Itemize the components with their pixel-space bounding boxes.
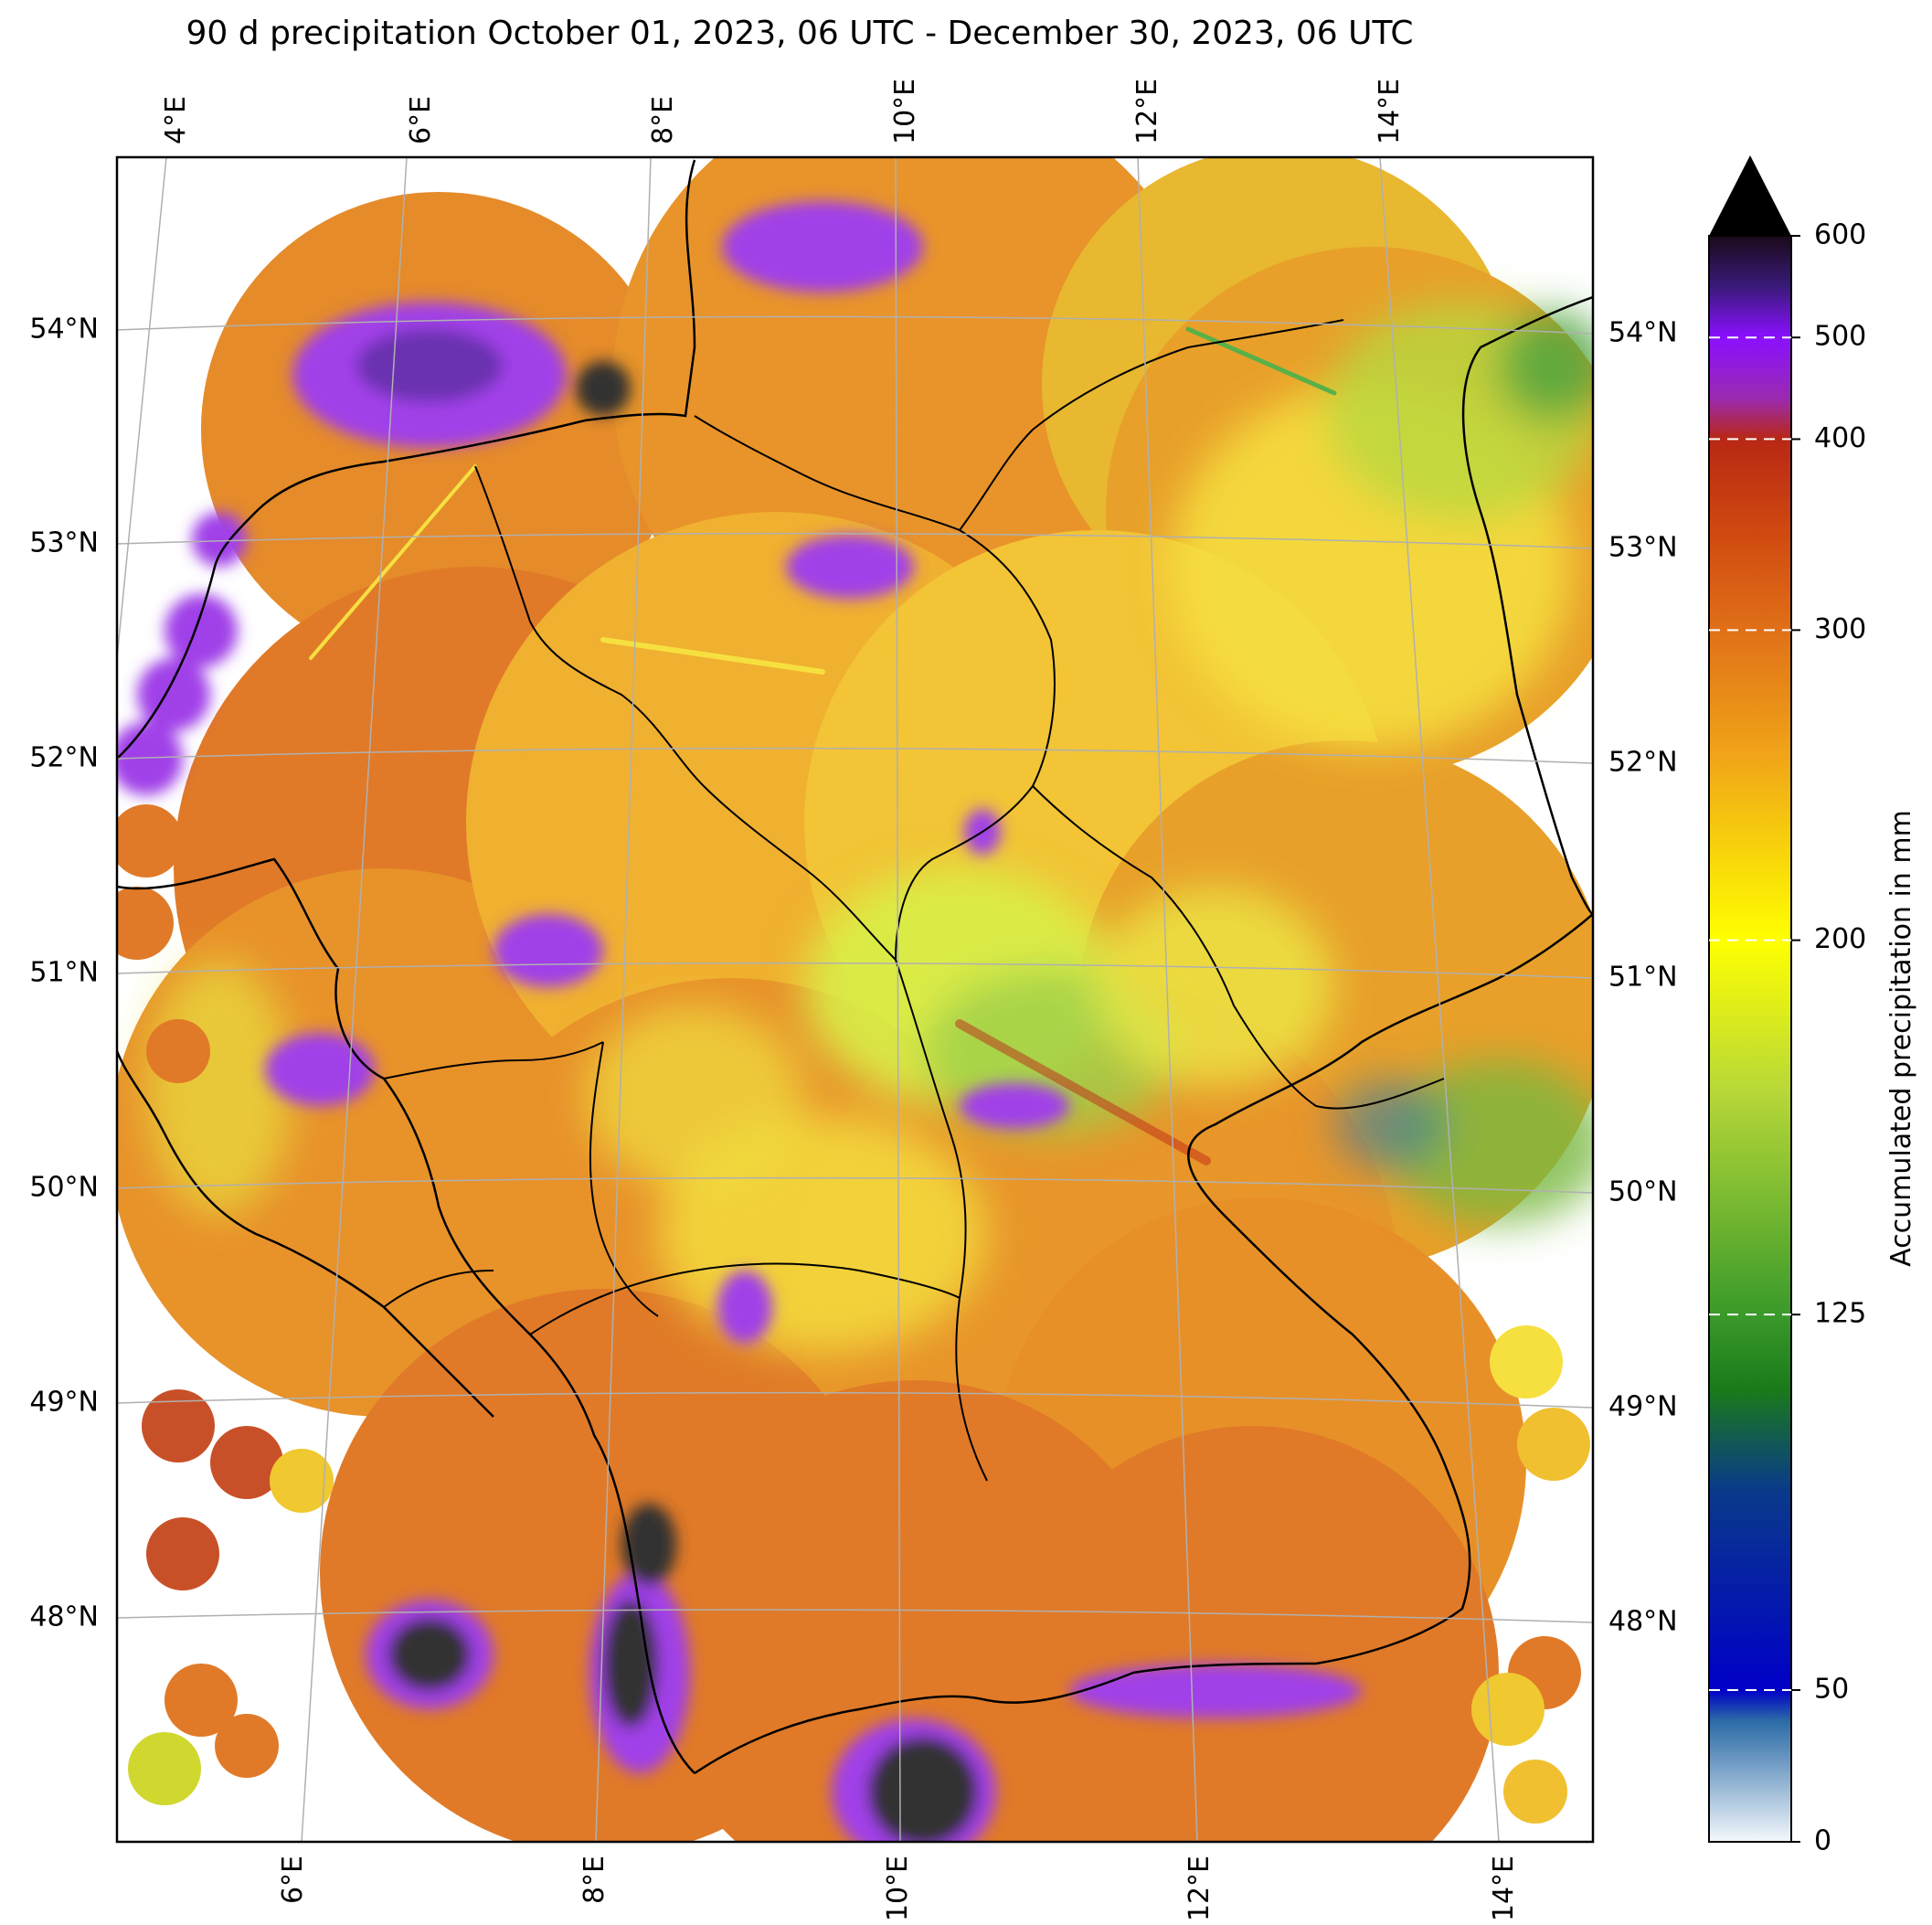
- country-borders: [117, 159, 1593, 1775]
- precipitation-field: [117, 157, 1593, 1842]
- right-lat-label: 52°N: [1608, 747, 1678, 779]
- bottom-lon-label: 12°E: [1184, 1856, 1215, 1921]
- colorbar-tick-label: 200: [1814, 923, 1866, 955]
- colorbar-tick-label: 0: [1814, 1825, 1831, 1857]
- colorbar-bar: [1708, 235, 1792, 1843]
- graticule: [117, 157, 1593, 1842]
- wet-zones: [117, 201, 1362, 1842]
- right-lat-label: 53°N: [1608, 532, 1678, 564]
- bottom-lon-label: 8°E: [579, 1856, 610, 1904]
- dry-zones: [146, 302, 1593, 1353]
- colorbar-tick-label: 600: [1814, 219, 1866, 251]
- right-lat-label: 51°N: [1608, 962, 1678, 994]
- top-longitude-labels: 4°E 6°E 8°E 10°E 12°E 14°E: [160, 79, 1406, 144]
- colorbar-extend-arrow: [1709, 155, 1791, 236]
- left-lat-label: 48°N: [29, 1601, 99, 1633]
- top-lon-label: 12°E: [1131, 79, 1163, 144]
- map-frame: [115, 155, 1595, 1844]
- top-lon-label: 8°E: [647, 96, 679, 144]
- state-borders: [383, 319, 1445, 1482]
- colorbar: 0 50 125 200 300 400 500 600 Accumulated precip…: [1708, 155, 1917, 1857]
- isolated-radar-circles: [117, 804, 1590, 1824]
- colorbar-tick-label: 400: [1814, 422, 1866, 454]
- right-lat-label: 49°N: [1608, 1391, 1678, 1423]
- left-lat-label: 53°N: [29, 527, 99, 559]
- bottom-longitude-labels: 6°E 8°E 10°E 12°E 14°E: [277, 1856, 1520, 1921]
- map-title: 90 d precipitation October 01, 2023, 06 …: [186, 15, 1414, 52]
- bottom-lon-label: 10°E: [882, 1856, 914, 1921]
- colorbar-tick-label: 50: [1814, 1673, 1849, 1705]
- left-lat-label: 52°N: [29, 742, 99, 774]
- left-lat-label: 54°N: [29, 314, 99, 346]
- colorbar-label: Accumulated precipitation in mm: [1885, 810, 1917, 1267]
- right-latitude-labels: 54°N 53°N 52°N 51°N 50°N 49°N 48°N: [1608, 317, 1678, 1638]
- left-latitude-labels: 54°N 53°N 52°N 51°N 50°N 49°N 48°N: [29, 314, 99, 1633]
- bottom-lon-label: 6°E: [277, 1856, 309, 1904]
- colorbar-tick-label: 500: [1814, 321, 1866, 353]
- right-lat-label: 50°N: [1608, 1176, 1678, 1208]
- right-lat-label: 54°N: [1608, 317, 1678, 349]
- right-lat-label: 48°N: [1608, 1606, 1678, 1638]
- left-lat-label: 50°N: [29, 1172, 99, 1204]
- colorbar-ticks: 0 50 125 200 300 400 500 600: [1709, 219, 1866, 1857]
- left-lat-label: 49°N: [29, 1387, 99, 1419]
- top-lon-label: 6°E: [405, 96, 437, 144]
- top-lon-label: 10°E: [889, 79, 921, 144]
- colorbar-tick-label: 125: [1814, 1298, 1866, 1330]
- top-lon-label: 14°E: [1374, 79, 1406, 144]
- bottom-lon-label: 14°E: [1488, 1856, 1520, 1921]
- colorbar-tick-label: 300: [1814, 613, 1866, 645]
- radar-artifact-lines: [309, 326, 1337, 1165]
- top-lon-label: 4°E: [160, 96, 192, 144]
- left-lat-label: 51°N: [29, 957, 99, 989]
